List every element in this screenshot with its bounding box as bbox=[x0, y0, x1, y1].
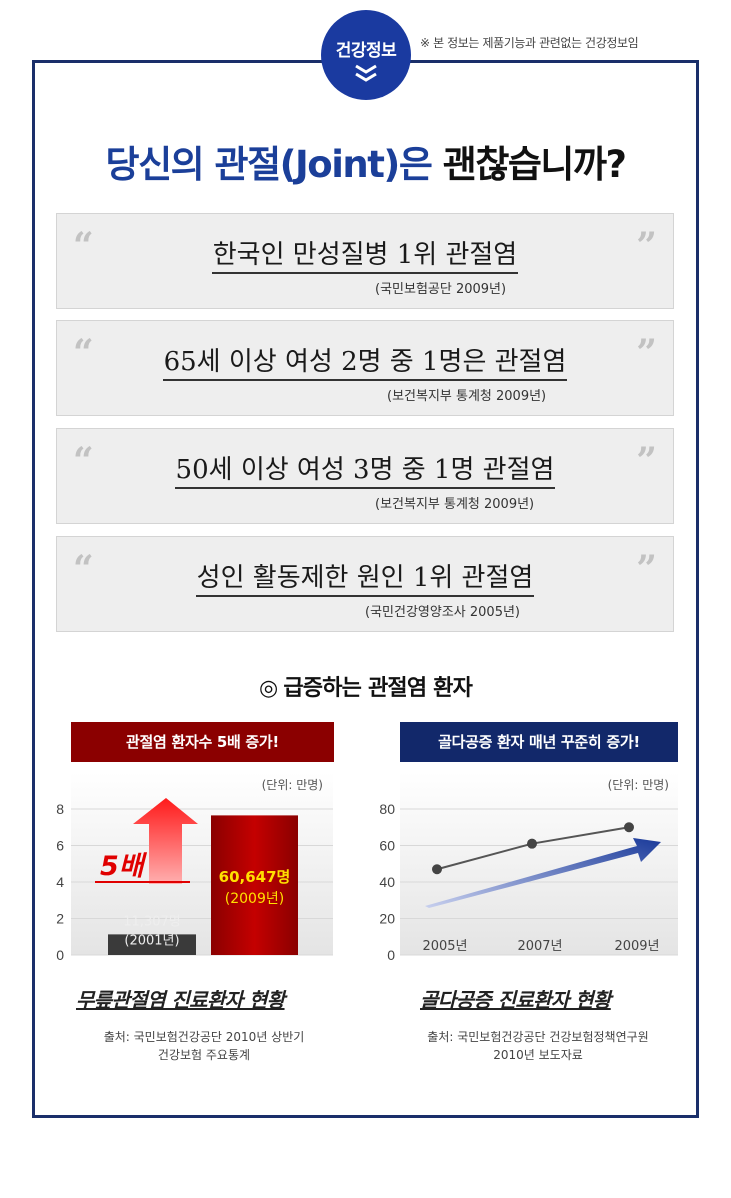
y-tick-label: 0 bbox=[387, 947, 395, 963]
bar-chart-source-line-2: 건강보험 주요통계 bbox=[157, 1048, 251, 1062]
line-chart-source-line-2: 2010년 보도자료 bbox=[493, 1048, 583, 1062]
data-point bbox=[527, 838, 537, 849]
y-tick-label: 60 bbox=[379, 838, 395, 854]
stat-box: “ 65세 이상 여성 2명 중 1명은 관절염 (보건복지부 통계청 2009… bbox=[56, 320, 674, 416]
line-chart-banner: 골다공증 환자 매년 꾸준히 증가! bbox=[400, 722, 678, 762]
close-quote-icon: ” bbox=[636, 332, 657, 374]
data-point bbox=[624, 822, 634, 833]
open-quote-icon: “ bbox=[73, 440, 94, 482]
stat-text: 한국인 만성질병 1위 관절염 bbox=[57, 234, 673, 274]
y-tick-label: 6 bbox=[56, 838, 64, 854]
line-chart-source: 출처: 국민보험건강공단 건강보험정책연구원 2010년 보도자료 bbox=[388, 1028, 688, 1064]
plot-background bbox=[400, 772, 678, 955]
y-tick-label: 80 bbox=[379, 801, 395, 817]
double-chevron-down-icon bbox=[355, 64, 377, 82]
bar-2001 bbox=[108, 934, 196, 955]
x-tick-label: 2005년 bbox=[422, 939, 467, 954]
growth-annotation: 5배 bbox=[100, 851, 148, 882]
stat-text: 65세 이상 여성 2명 중 1명은 관절염 bbox=[57, 341, 673, 381]
bar-label-count: 11,307명 bbox=[123, 914, 180, 929]
y-tick-label: 40 bbox=[379, 874, 395, 890]
open-quote-icon: “ bbox=[73, 332, 94, 374]
bar-label-year: (2009년) bbox=[225, 891, 284, 907]
disclaimer-notice: ※ 본 정보는 제품기능과 관련없는 건강정보임 bbox=[420, 36, 639, 50]
stat-box: “ 성인 활동제한 원인 1위 관절염 (국민건강영양조사 2005년) ” bbox=[56, 536, 674, 632]
y-tick-label: 20 bbox=[379, 911, 395, 927]
section-title-text: 급증하는 관절염 환자 bbox=[283, 676, 473, 701]
bar-chart-caption: 무릎관절염 진료환자 현황 bbox=[76, 988, 285, 1012]
close-quote-icon: ” bbox=[636, 548, 657, 590]
health-info-badge: 건강정보 bbox=[321, 10, 411, 100]
unit-label: (단위: 만명) bbox=[262, 778, 323, 792]
headline-part-1: 당신의 관절(Joint)은 bbox=[105, 143, 433, 186]
page-headline: 당신의 관절(Joint)은 괜찮습니까? bbox=[0, 134, 731, 188]
trend-arrow-icon bbox=[425, 838, 661, 908]
growth-arrow-icon bbox=[133, 798, 198, 884]
stat-source: (국민건강영양조사 2005년) bbox=[365, 605, 520, 620]
headline-part-2: 괜찮습니까? bbox=[442, 143, 627, 186]
open-quote-icon: “ bbox=[73, 548, 94, 590]
stat-source: (국민보험공단 2009년) bbox=[375, 282, 507, 297]
stat-source: (보건복지부 통계청 2009년) bbox=[387, 389, 547, 404]
stat-text: 성인 활동제한 원인 1위 관절염 bbox=[57, 557, 673, 597]
bar-label-count: 60,647명 bbox=[219, 868, 291, 886]
bar-chart-banner: 관절염 환자수 5배 증가! bbox=[71, 722, 334, 762]
data-point bbox=[432, 864, 442, 875]
bar-chart-source: 출처: 국민보험건강공단 2010년 상반기 건강보험 주요통계 bbox=[76, 1028, 332, 1064]
osteoporosis-line-chart: 0 20 40 60 80 (단위: 만명) 2005년 2007년 2009년 bbox=[379, 772, 678, 963]
stat-text: 50세 이상 여성 3명 중 1명 관절염 bbox=[57, 449, 673, 489]
x-tick-label: 2007년 bbox=[517, 939, 562, 954]
bar-label-year: (2001년) bbox=[124, 933, 179, 948]
unit-label: (단위: 만명) bbox=[608, 778, 669, 792]
y-tick-label: 0 bbox=[56, 947, 64, 963]
line-chart-caption: 골다공증 진료환자 현황 bbox=[420, 988, 611, 1012]
bar-2009 bbox=[211, 815, 298, 955]
x-tick-label: 2009년 bbox=[614, 939, 659, 954]
close-quote-icon: ” bbox=[636, 440, 657, 482]
open-quote-icon: “ bbox=[73, 225, 94, 267]
line-chart-source-line-1: 출처: 국민보험건강공단 건강보험정책연구원 bbox=[427, 1030, 649, 1044]
stat-box: “ 한국인 만성질병 1위 관절염 (국민보험공단 2009년) ” bbox=[56, 213, 674, 309]
stat-source: (보건복지부 통계청 2009년) bbox=[375, 497, 535, 512]
stat-box: “ 50세 이상 여성 3명 중 1명 관절염 (보건복지부 통계청 2009년… bbox=[56, 428, 674, 524]
double-circle-icon: ◎ bbox=[258, 676, 278, 701]
arthritis-bar-chart: 0 2 4 6 8 (단위: 만명) 11,307명 (2001년) 60,647명 (2009년… bbox=[56, 772, 333, 963]
bar-chart-source-line-1: 출처: 국민보험건강공단 2010년 상반기 bbox=[103, 1030, 305, 1044]
y-tick-label: 2 bbox=[56, 911, 64, 927]
y-tick-label: 8 bbox=[56, 801, 64, 817]
y-tick-label: 4 bbox=[56, 874, 64, 890]
close-quote-icon: ” bbox=[636, 225, 657, 267]
section-title: ◎ 급증하는 관절염 환자 bbox=[0, 670, 731, 702]
badge-label: 건강정보 bbox=[335, 41, 397, 61]
